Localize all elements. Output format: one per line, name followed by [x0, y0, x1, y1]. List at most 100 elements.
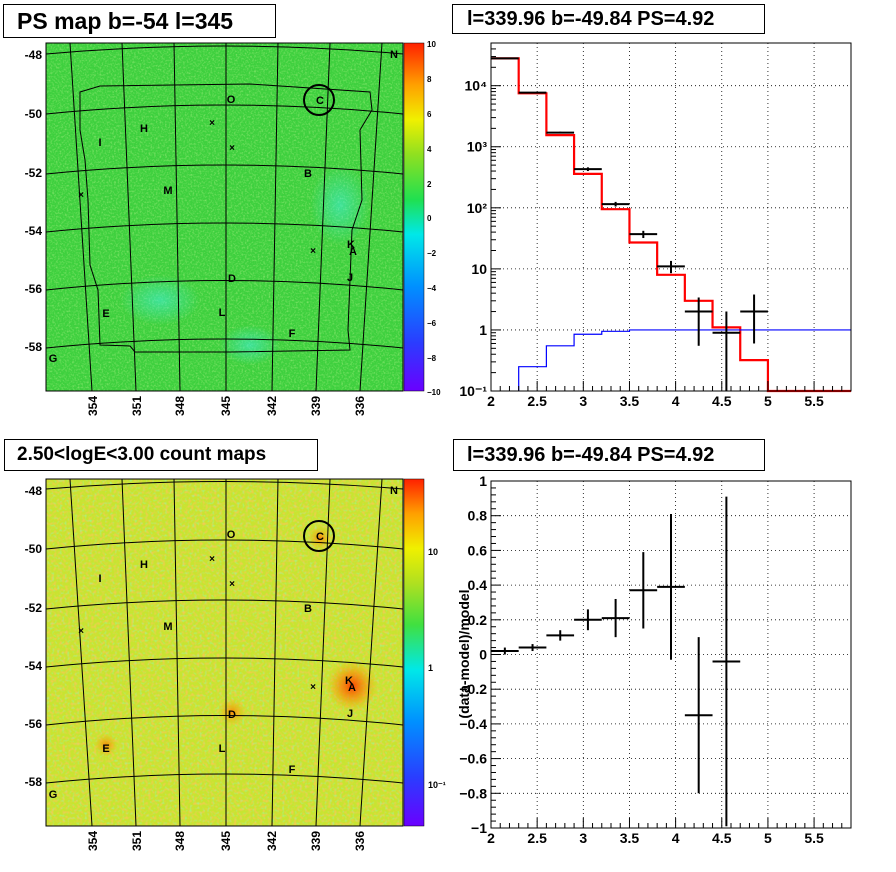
ps-map-cyan-patch — [220, 325, 280, 365]
colorbar-tick: 1 — [428, 663, 433, 673]
residual-data-point — [574, 609, 602, 631]
residual-x-tick-label: 5.5 — [804, 830, 824, 846]
residual-x-tick-label: 2 — [487, 830, 495, 846]
lon-tick: 348 — [173, 831, 187, 851]
residual-y-tick-label: −0.6 — [459, 751, 487, 767]
residual-title: l=339.96 b=-49.84 PS=4.92 — [453, 439, 765, 471]
source-label-h: H — [140, 559, 148, 571]
source-label-m: M — [163, 185, 172, 197]
lon-tick: 336 — [353, 396, 367, 416]
colorbar-tick: 0 — [427, 214, 432, 223]
count-map-cross: × — [310, 682, 316, 693]
source-label-k: K — [345, 675, 353, 687]
spectrum-x-tick-label: 4.5 — [712, 393, 732, 409]
spectrum-x-tick-label: 4 — [672, 393, 680, 409]
count-map-lat-ticks: -48 -50 -52 -54 -56 -58 — [25, 484, 43, 789]
lat-tick: -56 — [25, 282, 43, 296]
source-label-f: F — [289, 328, 296, 340]
lon-tick: 345 — [219, 831, 233, 851]
spectrum-x-tick-label: 3.5 — [620, 393, 640, 409]
colorbar-tick: 10 — [427, 40, 436, 49]
ps-map-crosses: × × × × — [78, 118, 316, 257]
residual-x-tick-label: 3 — [579, 830, 587, 846]
residual-y-tick-label: −0.4 — [459, 716, 487, 732]
count-map-cross: × — [78, 626, 84, 637]
residual-x-tick-label: 5 — [764, 830, 772, 846]
spectrum-y-tick-label: 10² — [467, 200, 488, 216]
lon-tick: 351 — [130, 396, 144, 416]
colorbar-tick: 8 — [427, 75, 432, 84]
source-label-i: I — [98, 137, 101, 149]
residual-y-tick-label: 0.6 — [468, 542, 488, 558]
source-label-k: K — [347, 239, 355, 251]
ps-map-colorbar-ticks: 10 8 6 4 2 0 −2 −4 −6 −8 −10 — [427, 40, 441, 397]
source-label-b: B — [304, 168, 312, 180]
count-map-hotspot-d — [218, 698, 246, 726]
source-label-a: A — [348, 682, 356, 694]
residual-data-point — [712, 496, 741, 827]
ps-map-cyan-patch — [310, 165, 370, 245]
spectrum-x-tick-label: 3 — [579, 393, 587, 409]
spectrum-data-point — [657, 260, 685, 274]
residual-data-point — [601, 598, 630, 638]
count-map-frame — [45, 478, 404, 827]
source-label-g: G — [49, 353, 58, 365]
spectrum-x-tick-label: 5 — [764, 393, 772, 409]
count-map-colorbar-ticks: 10 1 10⁻¹ — [428, 547, 446, 790]
spectrum-data-point — [740, 294, 768, 344]
source-label-c: C — [316, 531, 324, 543]
residual-plot: 2 2.5 3 3.5 4 4.5 5 5.5 1 0.8 0.6 0.4 0.2 0 −0.2 −0.4 −0… — [456, 473, 852, 846]
source-label-a: A — [349, 246, 357, 258]
spectrum-data-point — [629, 230, 658, 239]
ps-map-highlight-circle — [303, 84, 335, 116]
source-label-n: N — [390, 485, 398, 497]
spectrum-x-tick-label: 2 — [487, 393, 495, 409]
residual-x-tick-label: 4.5 — [712, 830, 732, 846]
count-map: × × × × N O C H I B M K A D J E L F G — [25, 478, 446, 851]
ps-map-lat-ticks: -48 -50 -52 -54 -56 -58 — [25, 48, 43, 354]
lon-tick: 354 — [86, 831, 100, 851]
ps-map: × × × × N O C H I B M K A D J E L F G — [25, 40, 441, 416]
count-map-cross: × — [229, 579, 235, 590]
source-label-n: N — [390, 49, 398, 61]
residual-y-tick-label: −0.2 — [459, 681, 487, 697]
residual-data-points — [491, 496, 741, 827]
source-label-o: O — [227, 529, 236, 541]
spectrum-model-histogram — [491, 57, 851, 393]
lat-tick: -54 — [25, 659, 43, 673]
spectrum-data-point — [491, 57, 519, 60]
lon-tick: 339 — [309, 831, 323, 851]
residual-y-tick-label: 0.4 — [468, 577, 488, 593]
lat-tick: -52 — [25, 601, 43, 615]
lat-tick: -50 — [25, 107, 43, 121]
ps-map-cross: × — [209, 118, 215, 129]
count-map-cross: × — [209, 554, 215, 565]
source-label-o: O — [227, 94, 236, 106]
source-label-d: D — [228, 273, 236, 285]
residual-y-tick-label: 0.8 — [468, 508, 488, 524]
colorbar-tick: −6 — [427, 319, 437, 328]
colorbar-tick: 4 — [427, 145, 432, 154]
spectrum-y-tick-label: 10⁴ — [465, 78, 488, 94]
colorbar-tick: −4 — [427, 284, 437, 293]
ps-map-cross: × — [310, 246, 316, 257]
spectrum-title: l=339.96 b=-49.84 PS=4.92 — [452, 4, 765, 34]
residual-data-point — [684, 637, 713, 794]
colorbar-tick: −10 — [427, 388, 441, 397]
colorbar-tick: −2 — [427, 249, 437, 258]
spectrum-ticks — [490, 42, 852, 392]
ps-map-frame — [45, 42, 404, 392]
source-label-i: I — [98, 573, 101, 585]
spectrum-plot: 2 2.5 3 3.5 4 4.5 5 5.5 10⁻¹ 1 10 10² 10³ 10⁴ — [459, 42, 852, 409]
spectrum-y-tick-label: 1 — [479, 322, 487, 338]
source-label-c: C — [316, 95, 324, 107]
ps-map-lon-ticks: 354 351 348 345 342 339 336 — [86, 396, 367, 416]
spectrum-data-point — [712, 311, 741, 391]
lat-tick: -48 — [25, 48, 43, 62]
lat-tick: -52 — [25, 166, 43, 180]
source-label-g: G — [49, 789, 58, 801]
count-map-source-labels: N O C H I B M K A D J E L F G — [49, 485, 398, 801]
spectrum-x-tick-label: 5.5 — [804, 393, 824, 409]
colorbar-tick: 2 — [427, 180, 432, 189]
